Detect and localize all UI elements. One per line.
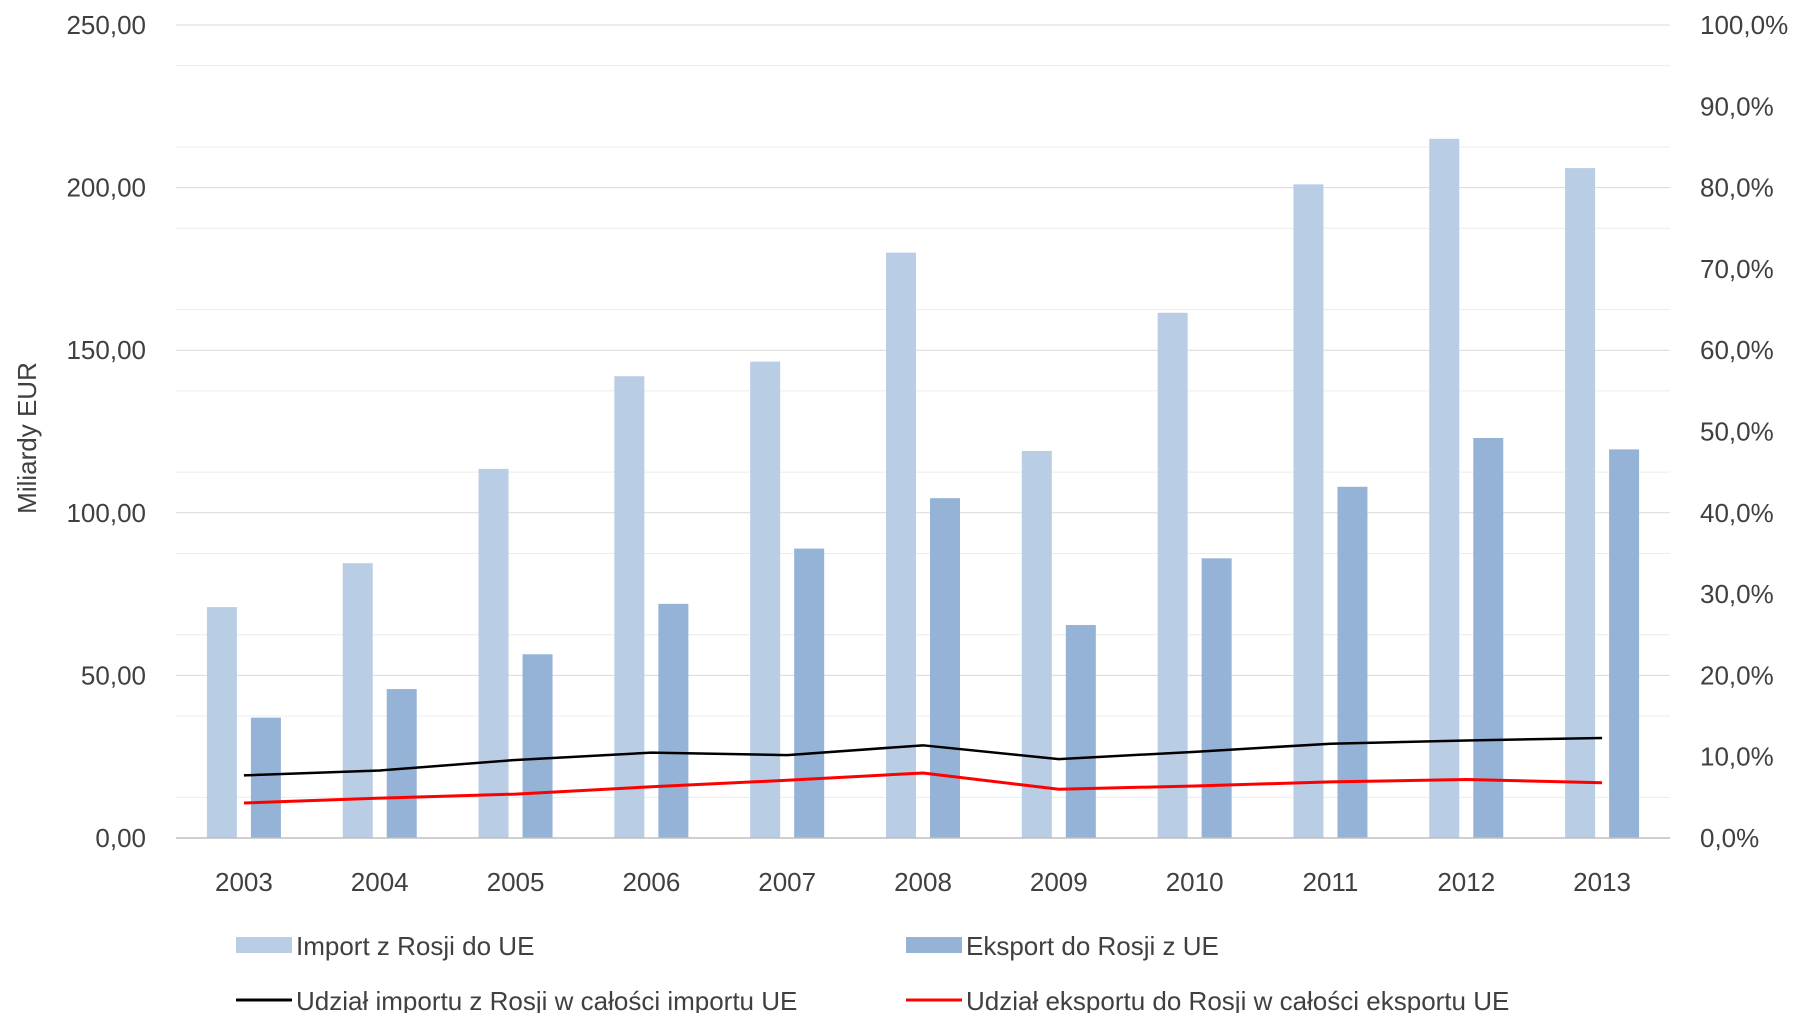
y-tick-label: 50,00 bbox=[81, 660, 146, 690]
bar-import bbox=[1293, 184, 1324, 838]
bar-import bbox=[1157, 312, 1188, 838]
bars bbox=[206, 138, 1640, 838]
legend-label: Udział eksportu do Rosji w całości ekspo… bbox=[966, 986, 1509, 1013]
y2-tick-label: 10,0% bbox=[1700, 742, 1774, 772]
y-tick-label: 0,00 bbox=[95, 823, 146, 853]
legend-label: Udział importu z Rosji w całości importu… bbox=[296, 986, 797, 1013]
bar-eksport bbox=[522, 654, 553, 838]
x-tick-label: 2009 bbox=[1030, 867, 1088, 897]
x-tick-label: 2011 bbox=[1302, 867, 1358, 897]
x-tick-label: 2013 bbox=[1573, 867, 1631, 897]
x-tick-label: 2003 bbox=[215, 867, 273, 897]
bar-import bbox=[614, 376, 645, 838]
legend-label: Eksport do Rosji z UE bbox=[966, 931, 1219, 961]
x-tick-label: 2012 bbox=[1437, 867, 1495, 897]
bar-eksport bbox=[1473, 438, 1504, 838]
bar-eksport bbox=[794, 548, 825, 838]
axes: 0,00 50,00 100,00 150,00 200,00 250,00 0,0% 10,… bbox=[66, 10, 1788, 897]
y2-tick-label: 90,0% bbox=[1700, 91, 1774, 121]
legend-swatch bbox=[906, 937, 962, 953]
bar-import bbox=[1429, 138, 1460, 838]
bar-import bbox=[750, 361, 781, 838]
y2-tick-label: 60,0% bbox=[1700, 335, 1774, 365]
bar-eksport bbox=[658, 603, 689, 838]
bar-eksport bbox=[1337, 486, 1368, 838]
y-tick-label: 100,00 bbox=[66, 498, 146, 528]
bar-eksport bbox=[250, 717, 281, 838]
bar-eksport bbox=[386, 689, 417, 838]
bar-import bbox=[478, 468, 509, 838]
legend: Import z Rosji do UE Eksport do Rosji z U… bbox=[236, 931, 1509, 1013]
bar-import bbox=[1021, 451, 1052, 838]
bar-eksport bbox=[1065, 624, 1096, 838]
y-tick-label: 200,00 bbox=[66, 173, 146, 203]
x-tick-label: 2007 bbox=[758, 867, 816, 897]
bar-import bbox=[1565, 168, 1596, 838]
bar-eksport bbox=[930, 498, 960, 838]
y2-tick-label: 80,0% bbox=[1700, 173, 1774, 203]
y-tick-label: 150,00 bbox=[66, 335, 146, 365]
x-tick-label: 2010 bbox=[1166, 867, 1224, 897]
bar-eksport bbox=[1609, 449, 1640, 838]
bar-import bbox=[886, 252, 916, 838]
bar-eksport bbox=[1201, 558, 1232, 838]
y-tick-label: 250,00 bbox=[66, 10, 146, 40]
y2-tick-label: 30,0% bbox=[1700, 579, 1774, 609]
legend-swatch bbox=[236, 937, 292, 953]
y2-tick-label: 20,0% bbox=[1700, 660, 1774, 690]
y2-tick-label: 70,0% bbox=[1700, 254, 1774, 284]
y2-tick-label: 50,0% bbox=[1700, 417, 1774, 447]
x-tick-label: 2004 bbox=[351, 867, 409, 897]
x-tick-label: 2008 bbox=[894, 867, 952, 897]
bar-import bbox=[342, 563, 373, 838]
gridlines bbox=[176, 24, 1670, 798]
y-axis-label: Miliardy EUR bbox=[12, 362, 42, 514]
y2-tick-label: 40,0% bbox=[1700, 498, 1774, 528]
legend-label: Import z Rosji do UE bbox=[296, 931, 534, 961]
lines bbox=[243, 736, 1603, 805]
y2-tick-label: 100,0% bbox=[1700, 10, 1788, 40]
x-tick-label: 2006 bbox=[622, 867, 680, 897]
line-udzial-eksportu bbox=[243, 771, 1603, 805]
bar-import bbox=[206, 607, 237, 838]
x-tick-label: 2005 bbox=[487, 867, 545, 897]
y2-tick-label: 0,0% bbox=[1700, 823, 1759, 853]
line-udzial-importu bbox=[243, 736, 1603, 777]
